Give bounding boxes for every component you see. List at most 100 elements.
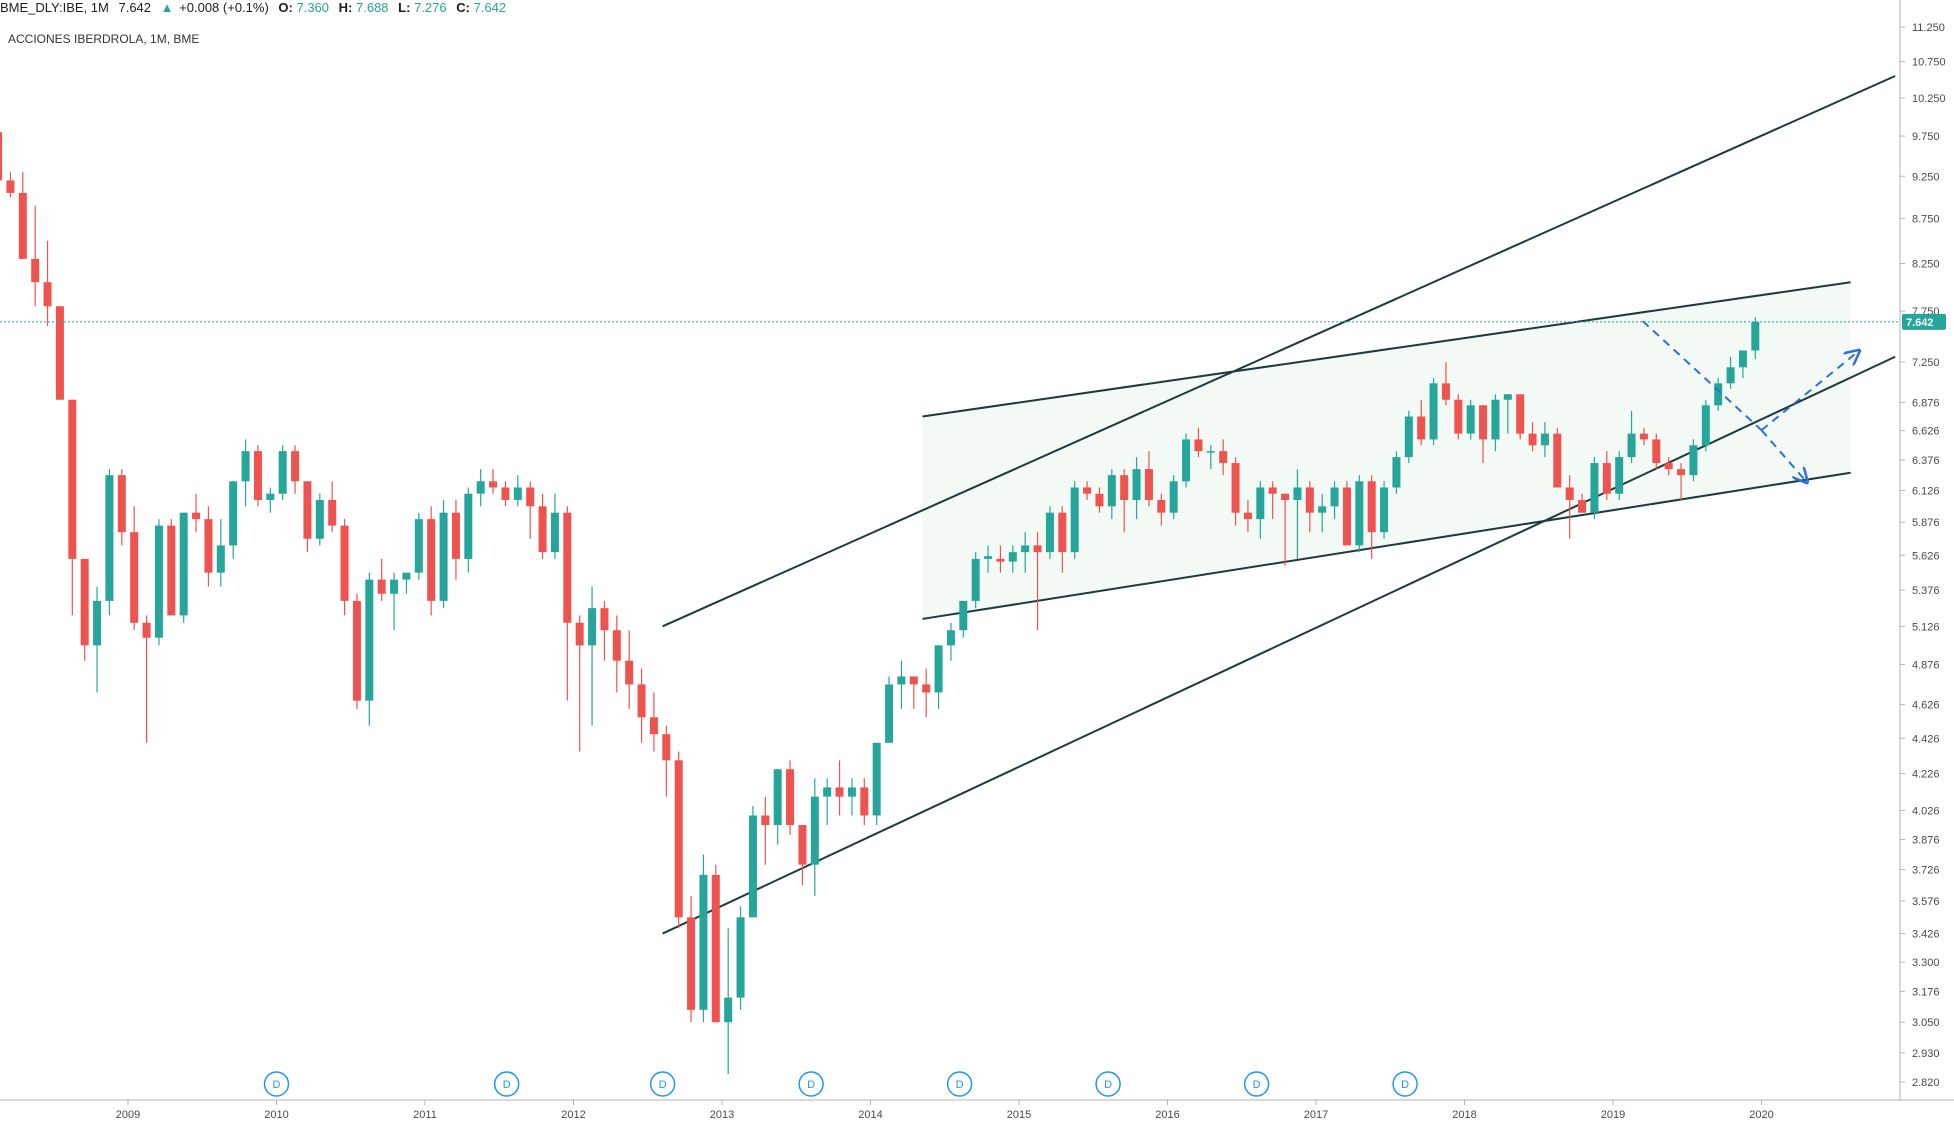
dividend-marker[interactable]: D <box>1243 1071 1270 1097</box>
candle <box>649 692 658 752</box>
time-tick-label: 2015 <box>1007 1109 1031 1121</box>
candle <box>1021 532 1030 573</box>
candle-body <box>0 132 3 181</box>
candle <box>563 506 572 701</box>
candle-body <box>377 579 386 594</box>
candle <box>909 676 918 709</box>
price-tick-label: 6.876 <box>1912 397 1940 409</box>
dividend-label: D <box>503 1079 511 1091</box>
candle <box>600 600 609 661</box>
close-label: C: <box>456 0 470 15</box>
candle-body <box>699 874 708 1010</box>
candle <box>1305 481 1314 533</box>
chart-subtitle: ACCIONES IBERDROLA, 1M, BME <box>8 32 199 46</box>
svg-text:BME_DLY:IBE, 1M 7.642: BME_DLY:IBE, 1M 7.642 ▲ +0.008 (+0.1%) O… <box>0 0 506 15</box>
trend-line-3[interactable] <box>922 281 1851 418</box>
candle-body <box>761 815 770 826</box>
candle-body <box>43 282 52 307</box>
candle <box>872 742 881 826</box>
candle <box>1132 457 1141 520</box>
candle-body <box>501 487 510 500</box>
candle-body <box>823 787 832 797</box>
candle <box>1182 433 1191 488</box>
candle-body <box>922 684 931 693</box>
candle <box>1219 439 1228 476</box>
candle <box>538 493 547 559</box>
candle <box>241 439 250 507</box>
dividend-marker[interactable]: D <box>493 1071 520 1097</box>
candle <box>1144 451 1153 507</box>
candle <box>687 895 696 1023</box>
dividend-marker[interactable]: D <box>1095 1071 1121 1097</box>
dividend-circle-icon <box>946 1071 973 1097</box>
candle-body <box>1491 399 1500 440</box>
candle <box>1231 457 1240 526</box>
last-price-tag: 7.642 <box>1902 313 1946 330</box>
candle-body <box>773 769 782 826</box>
candle <box>1169 475 1178 520</box>
projection-arrows[interactable] <box>1642 320 1859 481</box>
dividend-circle-icon <box>1243 1071 1270 1097</box>
dividend-marker[interactable]: D <box>798 1071 824 1097</box>
time-tick-label: 2016 <box>1155 1109 1179 1121</box>
trend-line-1[interactable] <box>662 75 1896 628</box>
trend-line-4[interactable] <box>922 471 1851 620</box>
candle-body <box>1157 499 1166 513</box>
price-tick-label: 7.250 <box>1912 357 1940 369</box>
candle <box>984 545 993 573</box>
projection-segment-2[interactable] <box>1760 429 1807 481</box>
candle <box>253 445 262 507</box>
candle-body <box>352 600 361 701</box>
dividend-marker[interactable]: D <box>263 1071 290 1097</box>
low-label: L: <box>398 0 410 15</box>
dividend-circle-icon <box>263 1071 290 1097</box>
candle <box>662 725 671 797</box>
candle <box>674 751 683 929</box>
candle-body <box>1305 487 1314 513</box>
price-axis[interactable]: 11.250 10.750 10.250 9.750 9.250 8.750 8.250 7.… <box>1900 22 1946 1089</box>
candle <box>736 906 745 1010</box>
candle-body <box>909 676 918 685</box>
candle <box>179 512 188 623</box>
projection-segment-3[interactable] <box>1760 352 1859 431</box>
dividend-marker[interactable]: D <box>649 1071 676 1097</box>
candle-body <box>1590 463 1599 513</box>
candle <box>43 240 52 327</box>
dividend-marker[interactable]: D <box>946 1071 973 1097</box>
candle <box>1243 499 1252 533</box>
candle <box>550 493 559 559</box>
candle <box>1342 481 1351 546</box>
high-value: 7.688 <box>356 0 389 15</box>
candle-body <box>1664 463 1673 470</box>
time-axis[interactable]: 2009 2010 2011 2012 2013 2014 2015 2016 2017 2018… <box>116 1100 1774 1121</box>
open-value: 7.360 <box>296 0 329 15</box>
candle-body <box>31 258 40 283</box>
candle-body <box>167 525 176 616</box>
candle-body <box>1107 475 1116 507</box>
candle-body <box>1701 405 1710 446</box>
candle <box>1070 481 1079 559</box>
candle <box>93 586 102 693</box>
candle-body <box>588 608 597 646</box>
candle <box>699 854 708 1023</box>
candle <box>761 796 770 865</box>
candle <box>835 760 844 816</box>
dividend-marker[interactable]: D <box>1392 1071 1418 1097</box>
candle <box>229 481 238 559</box>
dividend-label: D <box>1253 1079 1261 1091</box>
candle <box>117 469 126 546</box>
price-tick-label: 9.250 <box>1912 171 1940 183</box>
candle <box>1429 377 1438 446</box>
candle-body <box>55 306 64 400</box>
candle <box>711 864 720 1023</box>
price-tick-label: 3.176 <box>1912 986 1940 998</box>
candle <box>1268 481 1277 520</box>
candle-body <box>241 451 250 482</box>
candle-body <box>748 815 757 918</box>
candle <box>315 493 324 546</box>
candle <box>340 519 349 616</box>
candle <box>1726 356 1735 389</box>
candle-body <box>786 769 795 826</box>
